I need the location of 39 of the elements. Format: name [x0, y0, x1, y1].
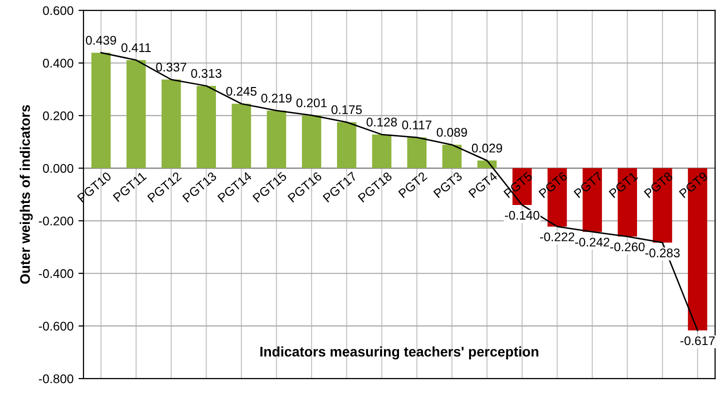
bar: [372, 134, 392, 168]
data-label: -0.617: [680, 336, 715, 346]
y-tick-label: -0.200: [38, 216, 74, 226]
y-tick-label: -0.600: [38, 322, 74, 331]
y-tick-label: -0.400: [38, 269, 74, 278]
y-tick-label: 0.000: [42, 164, 74, 173]
data-label: 0.201: [296, 98, 327, 108]
data-label: 0.089: [436, 128, 467, 137]
y-tick-label: 0.200: [42, 111, 74, 120]
bar: [302, 115, 322, 168]
data-label: 0.337: [156, 62, 186, 72]
data-label: -0.242: [575, 238, 610, 247]
y-axis-title: Outer weights of indicators: [20, 105, 33, 284]
bar: [337, 122, 356, 168]
data-label: -0.222: [540, 232, 574, 242]
bar: [126, 60, 146, 168]
x-axis-title: Indicators measuring teachers' perception: [260, 346, 538, 360]
data-label: 0.313: [191, 68, 222, 78]
bar: [232, 104, 252, 168]
data-label: 0.117: [402, 120, 432, 130]
data-label: 0.245: [226, 86, 257, 96]
data-label: 0.175: [332, 105, 362, 114]
data-label: 0.219: [261, 94, 292, 103]
data-label: 0.029: [472, 144, 502, 153]
data-label: -0.283: [645, 248, 680, 258]
data-label: 0.439: [86, 36, 116, 45]
y-tick-label: 0.600: [42, 6, 74, 16]
bar: [91, 52, 111, 168]
y-tick-label: 0.400: [42, 58, 74, 68]
bar: [266, 110, 286, 168]
bar: [407, 137, 426, 168]
bar: [196, 86, 216, 168]
data-label: 0.128: [366, 118, 397, 126]
y-tick-label: -0.800: [38, 374, 74, 384]
bar: [442, 144, 462, 168]
data-label: -0.260: [610, 242, 645, 252]
data-label: 0.411: [121, 43, 151, 52]
bar: [162, 80, 181, 168]
data-label: -0.140: [504, 210, 540, 220]
